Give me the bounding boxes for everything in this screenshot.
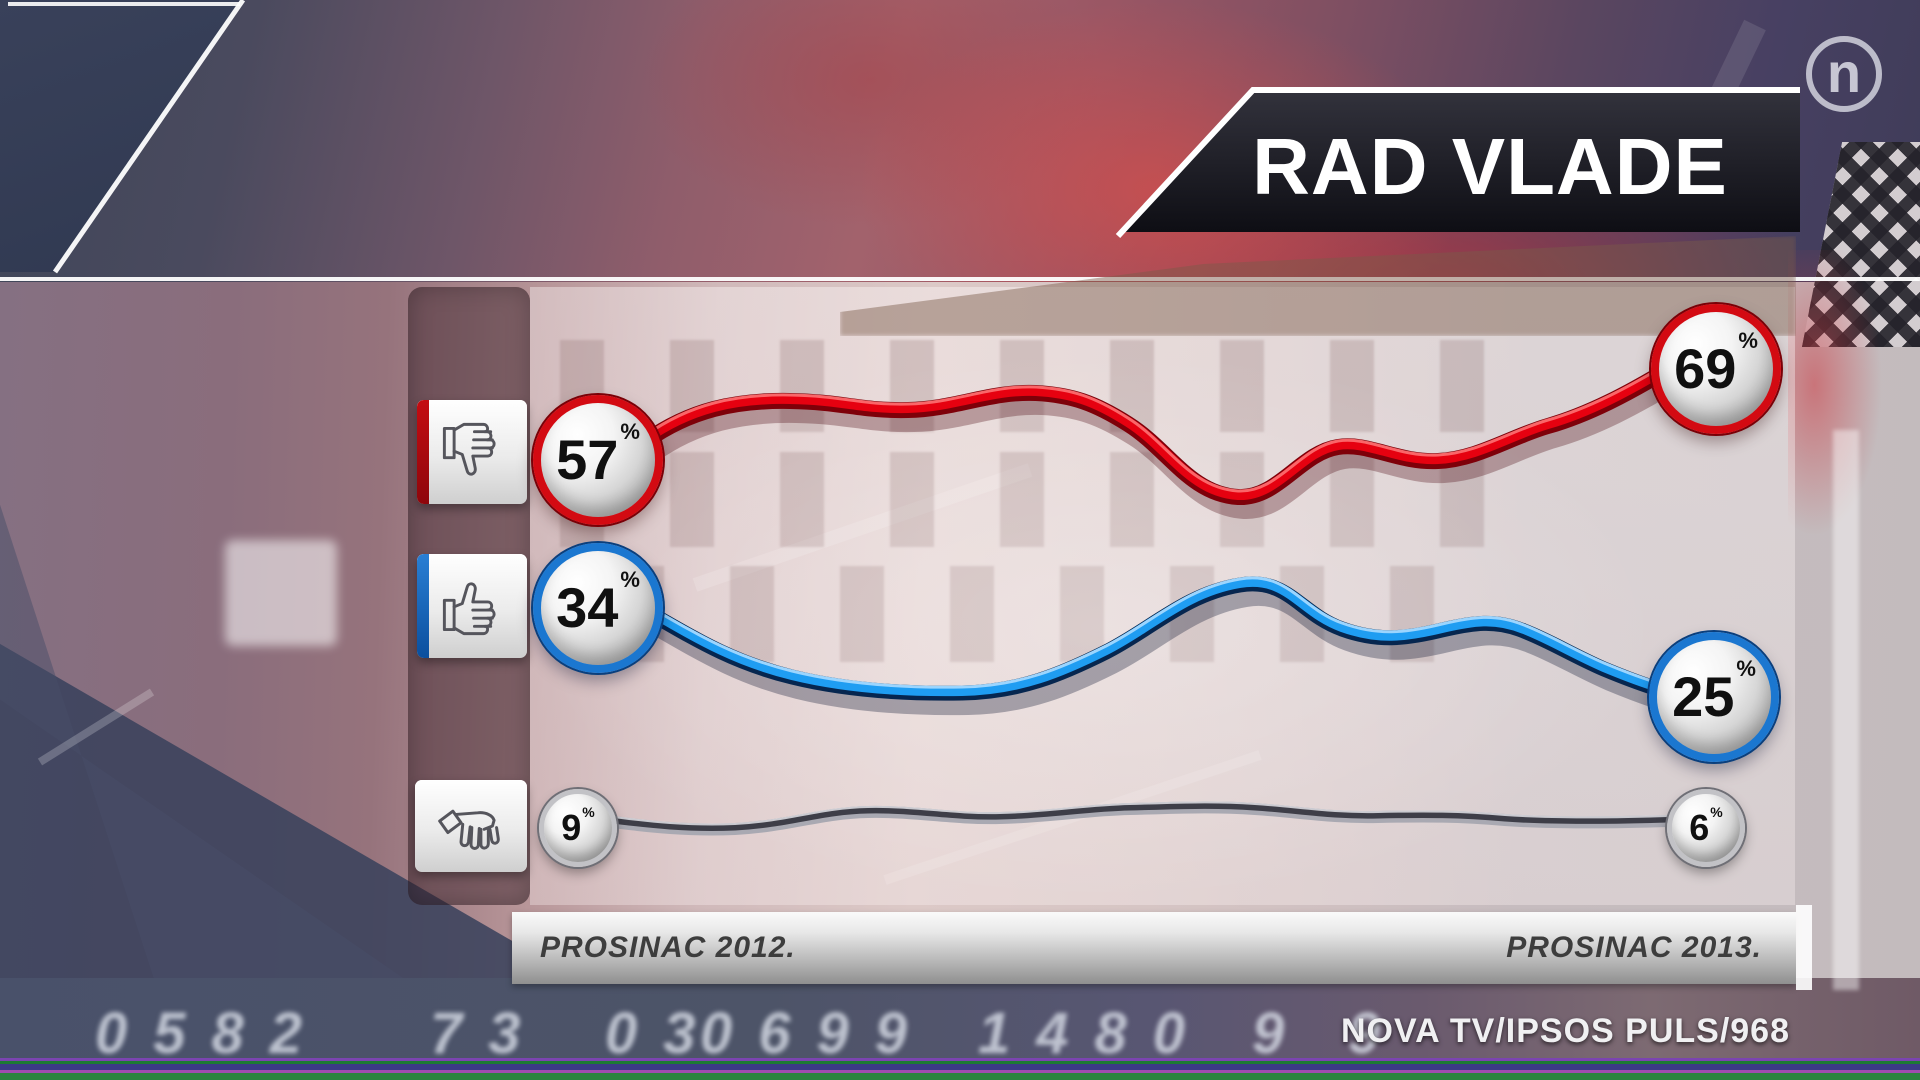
legend-undecided — [415, 780, 527, 872]
value: 57 — [556, 428, 619, 491]
legend-thumbs-down — [417, 400, 527, 504]
percent-sign: % — [620, 567, 640, 592]
background-digits: 03 — [605, 1001, 722, 1066]
panel-haze — [530, 287, 1795, 905]
bubble-thumbs-down-2012: 57 % — [533, 395, 663, 525]
source-credit: NOVA TV/IPSOS PULS/968 — [1340, 1012, 1790, 1050]
value: 9 — [561, 807, 582, 848]
so-so-hand-icon — [438, 809, 500, 850]
video-artifact-stripes — [0, 1058, 1920, 1080]
axis-bar-right-highlight — [1796, 905, 1812, 990]
background-digits: 1480 — [978, 1001, 1212, 1066]
background-digits: 73 — [430, 1001, 547, 1066]
background-digits: 9 — [1252, 1001, 1311, 1066]
background-vertical-stripe — [1833, 430, 1859, 990]
background-digits: 0699 — [700, 1001, 934, 1066]
bubble-undecided-2013: 6 % — [1667, 789, 1745, 867]
bubble-thumbs-up-2012: 34 % — [533, 543, 663, 673]
percent-sign: % — [620, 419, 640, 444]
background-digits: 0582 — [95, 1001, 329, 1066]
background-red-glow — [1788, 250, 1920, 550]
x-axis-label-end: PROSINAC 2013. — [1506, 931, 1762, 964]
value: 69 — [1674, 337, 1737, 400]
red-stripe — [417, 400, 429, 504]
percent-sign: % — [1738, 328, 1758, 353]
legend-thumbs-up — [417, 554, 527, 658]
percent-sign: % — [1710, 804, 1723, 820]
thumbs-up-icon — [442, 582, 496, 636]
x-axis-bar: PROSINAC 2012. PROSINAC 2013. — [512, 912, 1796, 984]
nova-logo-letter: n — [1827, 41, 1861, 104]
bubble-undecided-2012: 9 % — [539, 789, 617, 867]
background-digits: 9 — [1348, 1001, 1407, 1066]
value: 34 — [556, 576, 619, 639]
x-axis-label-start: PROSINAC 2012. — [540, 931, 796, 964]
thumbs-down-icon — [442, 422, 496, 476]
nova-tv-logo: n — [1798, 28, 1890, 120]
bubble-thumbs-down-2013: 69 % — [1651, 304, 1781, 434]
page-title: RAD VLADE — [1252, 122, 1728, 211]
bubble-thumbs-up-2013: 25 % — [1649, 632, 1779, 762]
percent-sign: % — [582, 804, 595, 820]
value: 25 — [1672, 665, 1735, 728]
value: 6 — [1689, 807, 1710, 848]
blue-stripe — [417, 554, 429, 658]
background-white-square — [225, 540, 337, 646]
percent-sign: % — [1736, 656, 1756, 681]
